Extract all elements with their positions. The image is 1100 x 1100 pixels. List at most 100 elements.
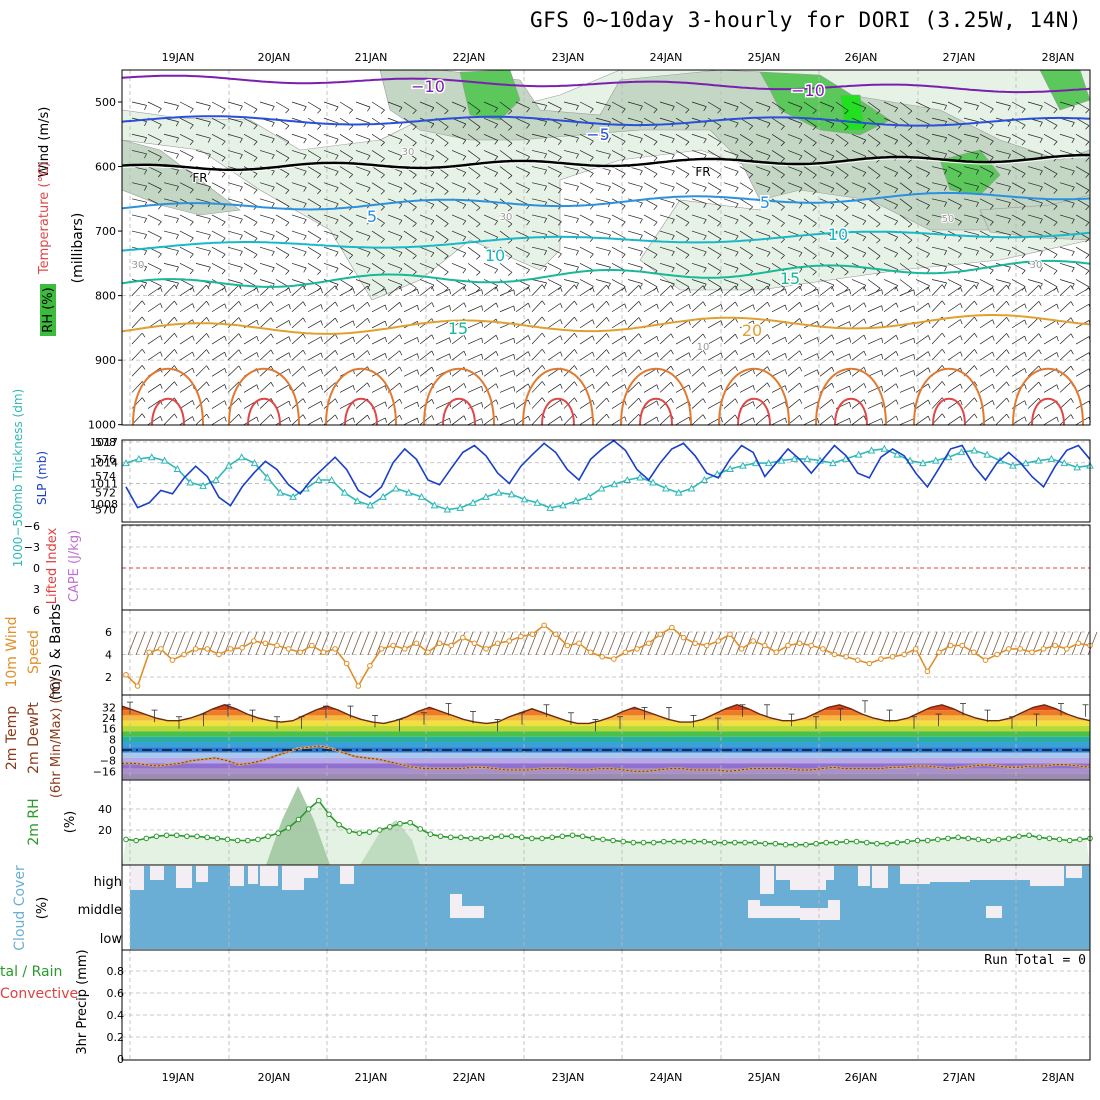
wind-barb (227, 214, 243, 220)
wind-barb-flag (849, 402, 851, 408)
wind-barb-flag (476, 288, 481, 292)
thickness-series (125, 447, 1091, 511)
wind-barb-flag (927, 367, 931, 373)
wind-barb (483, 133, 498, 141)
wind-barb-flag (798, 252, 803, 257)
wind-barb-flag (975, 105, 979, 111)
wind-barb (659, 166, 675, 172)
wind-barb (931, 348, 943, 361)
wind-barb-flag (621, 205, 626, 210)
wind-barb-flag (589, 156, 594, 162)
wind-barb-10m (167, 631, 178, 656)
wind-speed-series-point (401, 646, 408, 652)
wind-barb-flag (907, 255, 913, 260)
wind-barb-flag (320, 288, 323, 294)
wind-barb-flag (1024, 416, 1027, 422)
wind-barb (819, 150, 835, 157)
wind-barb (643, 166, 658, 175)
thickness-series-point (327, 475, 336, 483)
wind-barb (1059, 246, 1075, 252)
wind-barb (163, 316, 175, 329)
wind-barb (547, 150, 562, 158)
wind-barb-flag (335, 317, 338, 323)
wind-barb-flag (607, 154, 611, 159)
wind-barb-flag (958, 172, 962, 178)
wind-barb (675, 117, 690, 126)
wind-barb-flag (927, 335, 931, 341)
date-label-top: 21JAN (355, 51, 388, 64)
wind-barb (547, 182, 562, 190)
thickness-series-point (546, 503, 555, 511)
wind-speed-series-point (796, 640, 803, 647)
wind-barb-flag (541, 348, 546, 354)
wind-speed-series-point (367, 662, 373, 669)
wind-barb (995, 182, 1011, 187)
wind-barb-flag (992, 319, 995, 325)
wind-barb-flag (748, 141, 753, 146)
wind-barb (771, 133, 785, 143)
rh-series-point (123, 836, 129, 843)
wind-barb-flag (702, 398, 706, 404)
thickness-series-point (674, 488, 683, 496)
wind-barb-flag (589, 108, 594, 113)
wind-barb (387, 133, 403, 140)
wind-barb-flag (780, 158, 785, 163)
wind-barb (755, 117, 771, 124)
wind-barb (803, 246, 817, 256)
wind-barb-10m (599, 631, 610, 656)
wind-barb-flag (221, 124, 226, 130)
wind-barb-flag (881, 353, 883, 360)
wind-barb (307, 384, 322, 393)
wind-barb (707, 117, 722, 127)
wind-barb (131, 101, 147, 106)
wind-barb (259, 101, 275, 107)
thickness-series-point (122, 459, 130, 467)
date-label-bottom: 22JAN (453, 1071, 486, 1084)
wind-barb-flag (574, 284, 578, 290)
wind-barb (275, 416, 290, 426)
wind-barb-flag (863, 367, 867, 372)
wind-barb-10m (415, 631, 426, 656)
thickness-series-point (250, 459, 259, 467)
wind-barb (323, 398, 336, 409)
wind-speed-series-point (820, 646, 826, 652)
wind-barb (355, 350, 368, 361)
wind-barb (755, 350, 768, 361)
wind-barb (643, 384, 658, 393)
wind-speed-series-point (262, 640, 269, 647)
wind-barb-flag (175, 250, 179, 256)
date-label-bottom: 21JAN (355, 1071, 388, 1084)
wind-barb-flag (830, 220, 835, 225)
contour-temp-15 (121, 259, 1091, 288)
wind-barb (851, 334, 865, 345)
wind-barb (883, 117, 898, 125)
wind-barb-flag (174, 300, 178, 306)
wind-barb (899, 182, 913, 192)
wind-barb-flag (812, 110, 817, 115)
wind-barb-flag (1070, 333, 1074, 339)
wind-barb-flag (589, 189, 594, 194)
wind-barb-flag (752, 304, 755, 310)
wind-barb-flag (1056, 416, 1059, 422)
wind-barb (643, 335, 658, 345)
wind-barb (355, 285, 368, 296)
wind-barb (675, 287, 690, 296)
wind-barb-flag (575, 153, 579, 159)
wind-barb (803, 133, 817, 143)
wind-barb (803, 401, 818, 409)
contour-label: 5 (760, 193, 770, 212)
wind-barb-flag (653, 141, 658, 146)
wind-barb (723, 285, 736, 296)
wind-barb (755, 246, 771, 253)
wind-barb-10m (847, 631, 858, 656)
wind-speed-series-point (634, 646, 640, 652)
wind-barb-10m (695, 631, 706, 656)
wind-barb (451, 101, 466, 109)
wind-barb-flag (158, 108, 162, 113)
wind-barb (1027, 230, 1043, 236)
wind-barb (259, 230, 275, 236)
wind-barb-flag (526, 140, 530, 145)
wind-barb-flag (412, 142, 417, 147)
wind-barb-flag (670, 349, 674, 355)
wind-barb (739, 182, 753, 191)
